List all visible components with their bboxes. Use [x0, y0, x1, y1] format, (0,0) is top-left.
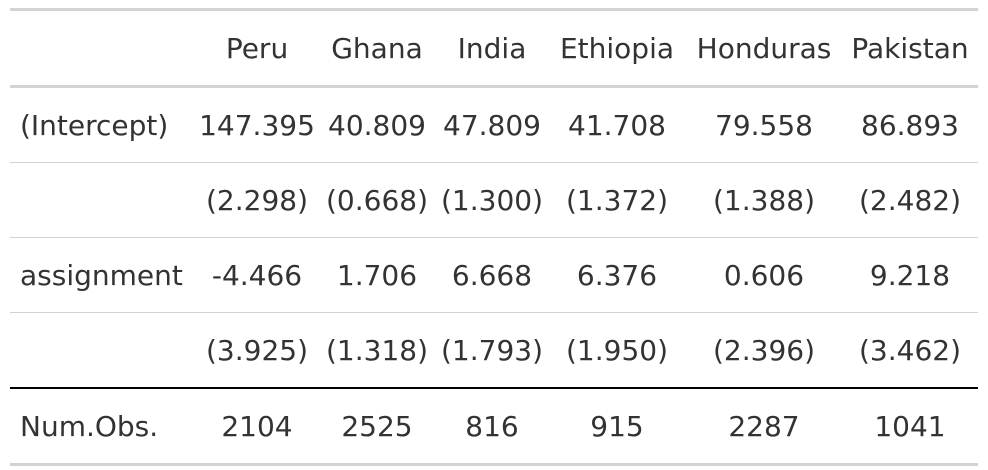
header-row: Peru Ghana India Ethiopia Honduras Pakis… — [10, 9, 978, 87]
regression-table: Peru Ghana India Ethiopia Honduras Pakis… — [10, 8, 978, 466]
table-cell: 0.606 — [723, 258, 805, 292]
regression-table-container: Peru Ghana India Ethiopia Honduras Pakis… — [10, 8, 978, 466]
table-cell: (0.668) — [325, 183, 428, 217]
table-cell: (1.318) — [325, 333, 428, 367]
table-cell: 1.706 — [336, 258, 418, 292]
header-cell-honduras: Honduras — [696, 31, 832, 65]
table-cell: 816 — [465, 409, 519, 443]
table-row-intercept-se: (2.298) (0.668) (1.300) (1.372) (1.388) … — [10, 163, 978, 238]
header-cell-ethiopia: Ethiopia — [559, 31, 675, 65]
table-cell: (2.396) — [712, 333, 815, 367]
table-cell: (2.482) — [858, 183, 961, 217]
table-cell: (1.793) — [440, 333, 543, 367]
table-cell: (3.925) — [205, 333, 308, 367]
table-cell: (1.372) — [565, 183, 668, 217]
table-cell: 147.395 — [199, 108, 315, 142]
header-cell-blank — [10, 10, 196, 87]
table-cell: (1.300) — [440, 183, 543, 217]
table-cell: 40.809 — [328, 108, 426, 142]
table-cell: 6.668 — [451, 258, 533, 292]
table-cell: 6.376 — [576, 258, 658, 292]
table-cell: 86.893 — [861, 108, 959, 142]
table-cell: 9.218 — [869, 258, 951, 292]
table-cell: (1.950) — [565, 333, 668, 367]
table-cell: (1.388) — [712, 183, 815, 217]
table-cell: (3.462) — [858, 333, 961, 367]
table-cell: 2525 — [341, 409, 413, 443]
header-cell-peru: Peru — [225, 31, 289, 65]
table-row-assignment-se: (3.925) (1.318) (1.793) (1.950) (2.396) … — [10, 313, 978, 389]
table-row-intercept: (Intercept) 147.395 40.809 47.809 41.708… — [10, 87, 978, 163]
row-label — [10, 163, 196, 238]
row-label: (Intercept) — [20, 108, 169, 142]
table-cell: 79.558 — [715, 108, 813, 142]
header-cell-pakistan: Pakistan — [851, 31, 969, 65]
row-label: assignment — [20, 258, 183, 292]
table-cell: (2.298) — [205, 183, 308, 217]
row-label — [10, 313, 196, 389]
table-cell: 47.809 — [443, 108, 541, 142]
header-cell-ghana: Ghana — [331, 31, 423, 65]
table-row-assignment: assignment -4.466 1.706 6.668 6.376 0.60… — [10, 238, 978, 313]
table-cell: 2104 — [221, 409, 293, 443]
table-cell: 41.708 — [568, 108, 666, 142]
table-cell: 2287 — [728, 409, 800, 443]
row-label: Num.Obs. — [20, 409, 159, 443]
table-cell: 915 — [590, 409, 644, 443]
header-cell-india: India — [457, 31, 527, 65]
table-cell: -4.466 — [211, 258, 303, 292]
table-cell: 1041 — [874, 409, 946, 443]
table-row-num-obs: Num.Obs. 2104 2525 816 915 2287 1041 — [10, 388, 978, 465]
